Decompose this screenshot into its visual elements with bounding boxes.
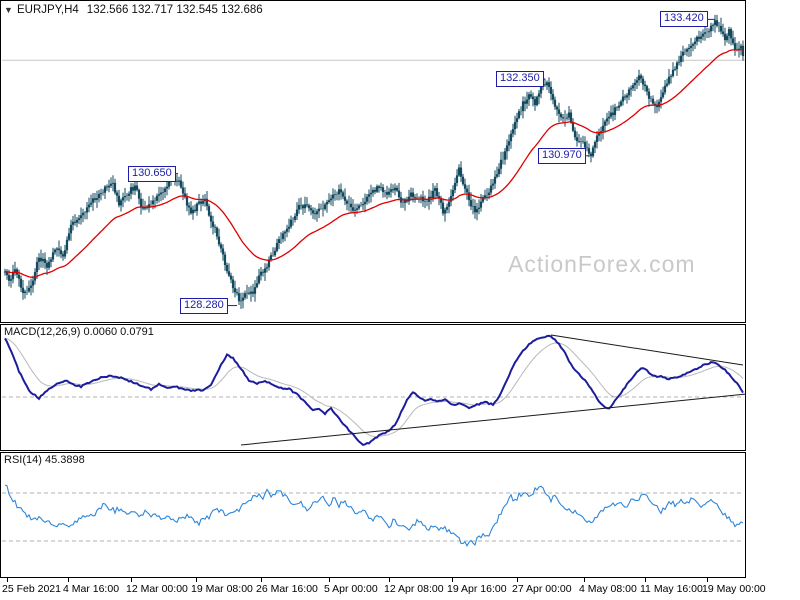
x-axis-label: 12 Mar 00:00 (126, 583, 188, 595)
x-tick-mark (329, 578, 330, 582)
rsi-label: RSI(14) 45.3898 (4, 454, 85, 466)
x-axis-label: 5 Apr 00:00 (324, 583, 378, 595)
y-axis[interactable]: 133.355132.770132.185131.600131.015130.4… (746, 0, 800, 600)
x-tick-mark (584, 578, 585, 582)
symbol-period-label: EURJPY,H4 (17, 4, 79, 16)
x-axis-label: 12 Apr 08:00 (384, 583, 444, 595)
collapse-indicator-triangle-icon[interactable]: ▼ (4, 5, 13, 15)
price-annotation: 133.420 (660, 11, 708, 28)
macd-label: MACD(12,26,9) 0.0060 0.0791 (4, 326, 154, 338)
price-plot (2, 14, 745, 309)
rsi-line (4, 484, 744, 547)
macd-main-line (4, 334, 744, 447)
x-tick-mark (131, 578, 132, 582)
x-axis-label: 19 Mar 08:00 (191, 583, 253, 595)
x-axis-label: 25 Feb 2021 (2, 583, 61, 595)
moving-average-line (4, 48, 744, 278)
watermark: ActionForex.com (508, 251, 696, 277)
x-tick-mark (7, 578, 8, 582)
x-tick-mark (389, 578, 390, 582)
rsi-plot (2, 484, 744, 547)
price-annotation: 132.350 (496, 70, 544, 87)
ohlc-values: 132.566 132.717 132.545 132.686 (86, 4, 263, 16)
macd-panel[interactable] (0, 324, 746, 451)
rsi-panel[interactable] (0, 452, 746, 578)
x-axis-label: 19 May 00:00 (702, 583, 766, 595)
x-tick-mark (261, 578, 262, 582)
macd-plot (2, 334, 745, 447)
x-axis-label: 26 Mar 16:00 (256, 583, 318, 595)
x-tick-mark (645, 578, 646, 582)
x-axis-label: 11 May 16:00 (640, 583, 703, 595)
x-tick-mark (707, 578, 708, 582)
macd-signal-line (4, 337, 744, 438)
chart-title: EURJPY,H4 132.566 132.717 132.545 132.686 (17, 4, 263, 16)
x-tick-mark (68, 578, 69, 582)
macd-trendline (550, 334, 744, 366)
price-annotation: 130.970 (538, 147, 586, 164)
x-axis-label: 4 May 08:00 (579, 583, 637, 595)
price-panel[interactable] (0, 0, 746, 323)
macd-trendline (240, 393, 745, 446)
x-axis-label: 19 Apr 16:00 (447, 583, 507, 595)
price-annotation: 128.280 (180, 297, 228, 314)
x-tick-mark (517, 578, 518, 582)
x-tick-mark (196, 578, 197, 582)
x-tick-mark (452, 578, 453, 582)
price-annotation: 130.650 (128, 165, 176, 182)
x-axis-label: 4 Mar 16:00 (63, 583, 120, 595)
x-axis-label: 27 Apr 00:00 (512, 583, 572, 595)
